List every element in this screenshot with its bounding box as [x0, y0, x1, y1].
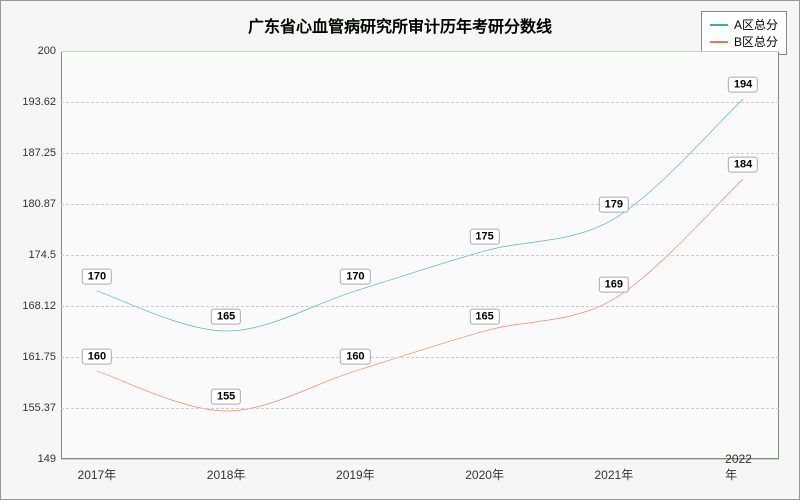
legend-label-b: B区总分: [734, 33, 778, 50]
series-line-1: [97, 179, 743, 411]
gridline: [61, 153, 779, 154]
y-tick-label: 193.62: [11, 96, 56, 108]
y-tick-label: 180.87: [11, 198, 56, 210]
y-tick-label: 168.12: [11, 300, 56, 312]
y-tick-label: 187.25: [11, 147, 56, 159]
gridline: [61, 204, 779, 205]
x-tick-label: 2018年: [207, 466, 246, 483]
data-label: 169: [599, 277, 629, 293]
legend-item-b: B区总分: [710, 33, 778, 50]
y-tick-label: 200: [11, 45, 56, 57]
gridline: [61, 408, 779, 409]
legend-label-a: A区总分: [734, 16, 778, 33]
data-label: 184: [728, 157, 758, 173]
legend: A区总分 B区总分: [701, 11, 787, 55]
gridline: [61, 51, 779, 52]
data-label: 170: [340, 269, 370, 285]
chart-title: 广东省心血管病研究所审计历年考研分数线: [1, 13, 799, 37]
series-line-0: [97, 99, 743, 331]
x-tick-label: 2020年: [465, 466, 504, 483]
data-label: 160: [340, 349, 370, 365]
legend-item-a: A区总分: [710, 16, 778, 33]
y-tick-label: 174.5: [11, 249, 56, 261]
gridline: [61, 102, 779, 103]
gridline: [61, 306, 779, 307]
gridline: [61, 357, 779, 358]
plot-area: 149155.37161.75168.12174.5180.87187.2519…: [61, 51, 779, 459]
gridline: [61, 255, 779, 256]
y-tick-label: 149: [11, 453, 56, 465]
chart-container: 广东省心血管病研究所审计历年考研分数线 A区总分 B区总分 149155.371…: [0, 0, 800, 500]
data-label: 165: [211, 309, 241, 325]
legend-swatch-b: [710, 41, 728, 43]
data-label: 155: [211, 389, 241, 405]
data-label: 170: [82, 269, 112, 285]
x-tick-label: 2017年: [78, 466, 117, 483]
y-tick-label: 155.37: [11, 402, 56, 414]
x-tick-label: 2019年: [336, 466, 375, 483]
legend-swatch-a: [710, 24, 728, 26]
y-tick-label: 161.75: [11, 351, 56, 363]
data-label: 179: [599, 197, 629, 213]
data-label: 194: [728, 77, 758, 93]
x-tick-label: 2021年: [595, 466, 634, 483]
x-tick-label: 2022年: [725, 452, 761, 483]
data-label: 175: [469, 229, 499, 245]
data-label: 165: [469, 309, 499, 325]
gridline: [61, 459, 779, 460]
data-label: 160: [82, 349, 112, 365]
